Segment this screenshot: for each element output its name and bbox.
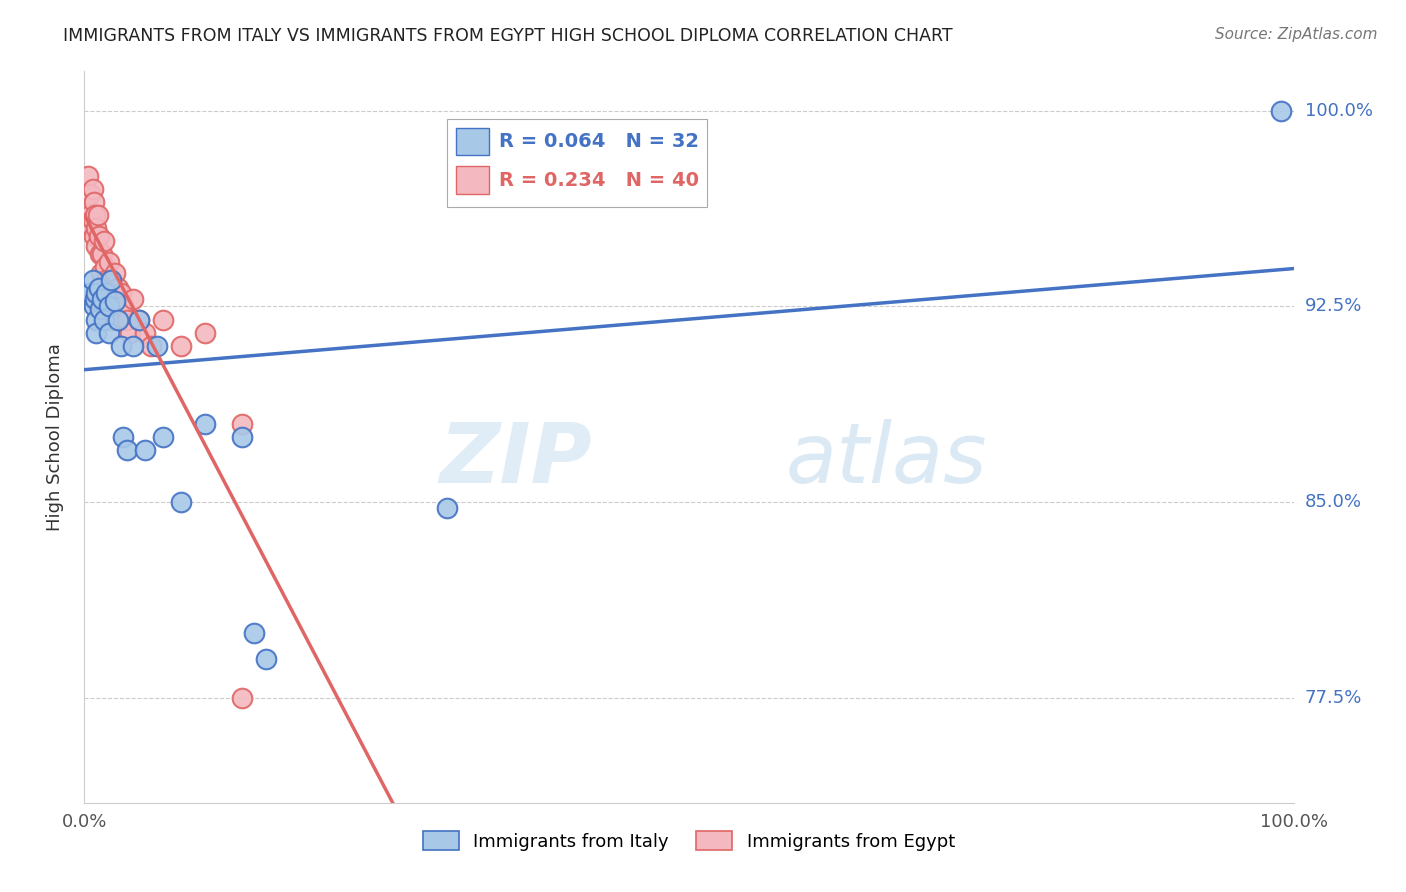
Point	[107, 312, 129, 326]
Point	[86, 239, 108, 253]
Point	[84, 292, 107, 306]
Text: R = 0.064   N = 32: R = 0.064 N = 32	[499, 132, 699, 151]
Point	[139, 339, 162, 353]
Point	[100, 273, 122, 287]
Point	[96, 292, 118, 306]
Point	[87, 229, 110, 244]
Point	[146, 339, 169, 353]
Point	[231, 417, 253, 431]
Point	[107, 281, 129, 295]
Point	[98, 273, 121, 287]
Point	[115, 443, 138, 458]
Point	[254, 652, 277, 666]
Point	[82, 182, 104, 196]
FancyBboxPatch shape	[456, 167, 489, 194]
Point	[101, 312, 124, 326]
Point	[83, 194, 105, 209]
Point	[134, 326, 156, 340]
Point	[86, 312, 108, 326]
Point	[97, 255, 120, 269]
Point	[110, 339, 132, 353]
Point	[84, 208, 107, 222]
Point	[128, 312, 150, 326]
Point	[121, 339, 143, 353]
Point	[79, 286, 101, 301]
Point	[77, 169, 100, 183]
Point	[231, 430, 253, 444]
Point	[97, 326, 120, 340]
Point	[83, 300, 105, 314]
Point	[120, 326, 142, 340]
Point	[436, 500, 458, 515]
Point	[94, 286, 117, 301]
Y-axis label: High School Diploma: High School Diploma	[45, 343, 63, 531]
Text: ZIP: ZIP	[440, 418, 592, 500]
Point	[112, 300, 135, 314]
Point	[170, 495, 193, 509]
Point	[1270, 103, 1292, 118]
Point	[231, 691, 253, 706]
Point	[93, 234, 115, 248]
Point	[115, 312, 138, 326]
Point	[82, 213, 104, 227]
Point	[91, 247, 114, 261]
Point	[104, 266, 127, 280]
Point	[100, 292, 122, 306]
Point	[94, 260, 117, 275]
Point	[97, 300, 120, 314]
Point	[194, 417, 217, 431]
Text: 85.0%: 85.0%	[1305, 493, 1361, 511]
Point	[79, 187, 101, 202]
Point	[152, 430, 174, 444]
Point	[87, 281, 110, 295]
Point	[112, 430, 135, 444]
Text: Source: ZipAtlas.com: Source: ZipAtlas.com	[1215, 27, 1378, 42]
Point	[242, 626, 264, 640]
Text: R = 0.234   N = 40: R = 0.234 N = 40	[499, 171, 699, 190]
Text: 100.0%: 100.0%	[1305, 102, 1372, 120]
Point	[128, 312, 150, 326]
Text: 77.5%: 77.5%	[1305, 690, 1362, 707]
Point	[94, 273, 117, 287]
Point	[134, 443, 156, 458]
Text: IMMIGRANTS FROM ITALY VS IMMIGRANTS FROM EGYPT HIGH SCHOOL DIPLOMA CORRELATION C: IMMIGRANTS FROM ITALY VS IMMIGRANTS FROM…	[63, 27, 953, 45]
Point	[91, 286, 114, 301]
Point	[93, 312, 115, 326]
Point	[89, 247, 111, 261]
Point	[90, 266, 112, 280]
Text: 92.5%: 92.5%	[1305, 297, 1362, 316]
Point	[194, 326, 217, 340]
Point	[121, 292, 143, 306]
Point	[82, 273, 104, 287]
Point	[152, 312, 174, 326]
FancyBboxPatch shape	[447, 119, 707, 207]
Text: atlas: atlas	[786, 418, 987, 500]
Point	[86, 286, 108, 301]
Point	[91, 292, 114, 306]
FancyBboxPatch shape	[456, 128, 489, 155]
Point	[79, 208, 101, 222]
Point	[86, 221, 108, 235]
Point	[170, 339, 193, 353]
Point	[110, 286, 132, 301]
Legend: Immigrants from Italy, Immigrants from Egypt: Immigrants from Italy, Immigrants from E…	[413, 822, 965, 860]
Point	[86, 208, 108, 222]
Point	[104, 294, 127, 309]
Point	[86, 326, 108, 340]
Point	[83, 229, 105, 244]
Point	[80, 221, 103, 235]
Point	[89, 301, 111, 317]
